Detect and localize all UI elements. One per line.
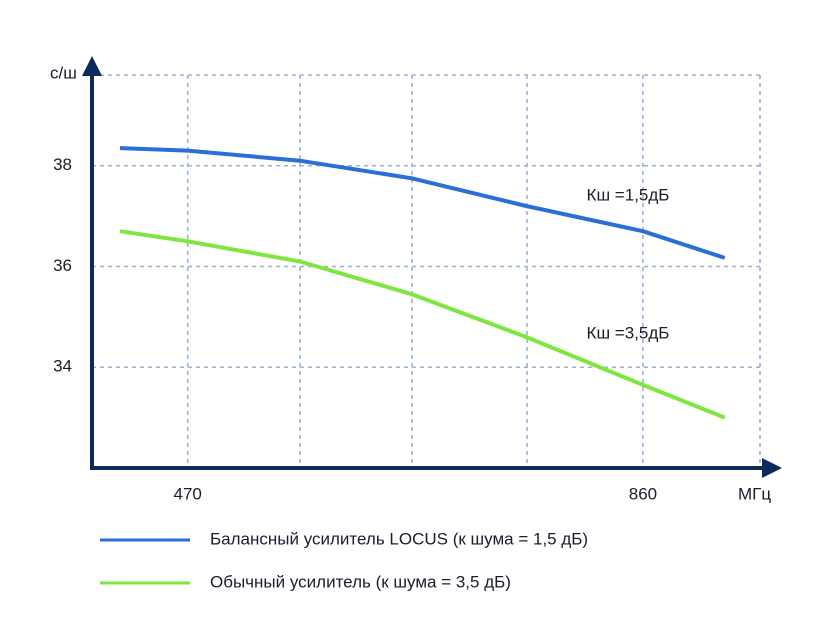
- y-axis-arrow: [82, 56, 102, 76]
- annotation: Кш =1,5дБ: [587, 185, 670, 204]
- legend-label: Балансный усилитель LOCUS (к шума = 1,5 …: [210, 529, 588, 548]
- y-tick-label: 38: [53, 155, 72, 174]
- series-line: [119, 229, 726, 420]
- y-axis-label: с/ш: [50, 63, 77, 82]
- x-axis-arrow: [762, 458, 782, 478]
- plot: [92, 75, 760, 468]
- x-tick-label: 860: [629, 484, 657, 503]
- x-axis-label: МГц: [738, 484, 771, 503]
- annotation: Кш =3,5дБ: [587, 323, 670, 342]
- legend-label: Обычный усилитель (к шума = 3,5 дБ): [210, 572, 511, 591]
- y-tick-label: 34: [53, 357, 72, 376]
- y-tick-label: 36: [53, 256, 72, 275]
- x-tick-label: 470: [174, 484, 202, 503]
- series-line: [119, 146, 726, 260]
- grid-decor: [92, 74, 761, 468]
